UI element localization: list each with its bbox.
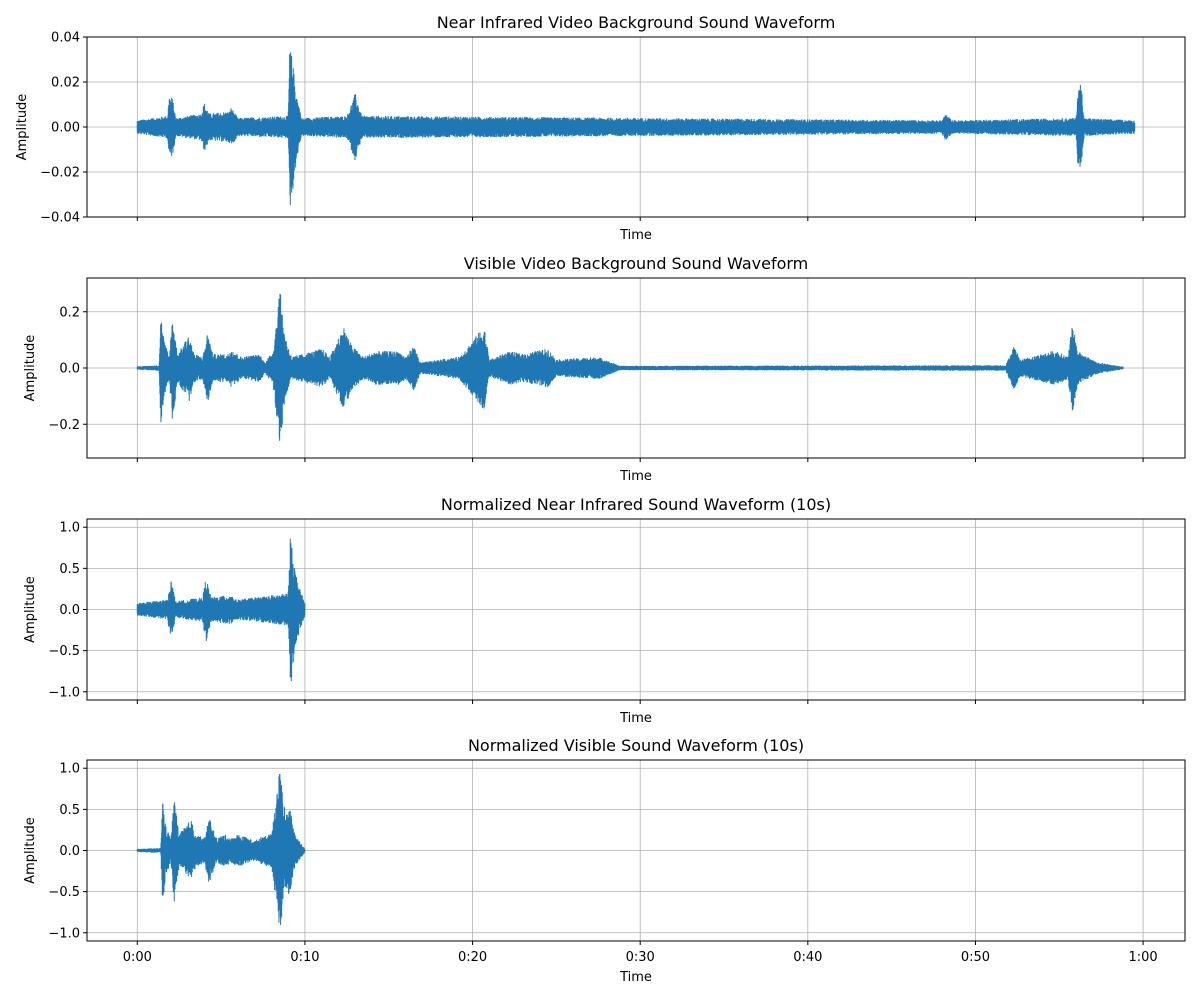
y-tick-label: 0.2 [59,305,80,320]
subplot-2: −0.2 0.0 0.2 Visible Video Background Sound… [23,254,1186,484]
y-tick-label: −1.0 [48,685,80,700]
y-tick-label: −0.5 [48,644,80,659]
y-tick-label: 0.5 [59,803,80,818]
x-tick-label: 0:50 [961,950,990,965]
y-tick-label: 0.0 [59,603,80,618]
y-tick-label: 1.0 [59,762,80,777]
y-tick-label: 0.00 [51,121,80,136]
waveform-near-infrared-waveform [136,52,1136,206]
y-tick-label: −1.0 [48,926,80,941]
y-tick-label: 1.0 [59,521,80,536]
y-tick-label: −0.02 [40,166,80,181]
waveform-normalized-near-infrared-waveform [136,538,306,682]
x-tick-label: 0:30 [626,950,655,965]
y-tick-label: 0.5 [59,562,80,577]
x-tick-label: 0:10 [290,950,319,965]
subplot-1: −0.04 −0.02 0.00 0.02 0.04 Near Infrared Vide… [15,13,1186,243]
subplot-3: −1.0 −0.5 0.0 0.5 1.0 Normalized Near Infrare… [23,495,1186,726]
waveform-visible-waveform [136,293,1124,441]
y-tick-label: 0.02 [51,76,80,91]
waveform-normalized-visible-waveform [136,773,306,925]
x-axis-label: Time [619,228,652,243]
y-tick-label: 0.0 [59,844,80,859]
x-axis-label: Time [619,711,652,726]
subplot-4: 0:00 0:10 0:20 0:30 0:40 0:50 1:00 −1.0 −0.5 0.0 0… [23,736,1186,985]
y-tick-label: 0.04 [51,31,80,46]
chart-title: Visible Video Background Sound Waveform [464,254,809,273]
x-tick-label: 1:00 [1128,950,1157,965]
x-axis-label: Time [619,970,652,985]
y-axis-label: Amplitude [15,94,30,161]
x-axis-label: Time [619,469,652,484]
y-axis-label: Amplitude [23,817,38,884]
chart-title: Normalized Visible Sound Waveform (10s) [468,736,804,755]
y-tick-label: −0.2 [48,418,80,433]
y-axis-label: Amplitude [23,335,38,402]
y-axis-label: Amplitude [23,576,38,643]
chart-title: Normalized Near Infrared Sound Waveform … [441,495,831,514]
y-tick-label: 0.0 [59,362,80,377]
y-tick-label: −0.04 [40,211,80,226]
x-tick-label: 0:20 [458,950,487,965]
chart-title: Near Infrared Video Background Sound Wav… [437,13,836,32]
x-tick-label: 0:40 [793,950,822,965]
x-tick-label: 0:00 [123,950,152,965]
y-tick-label: −0.5 [48,885,80,900]
